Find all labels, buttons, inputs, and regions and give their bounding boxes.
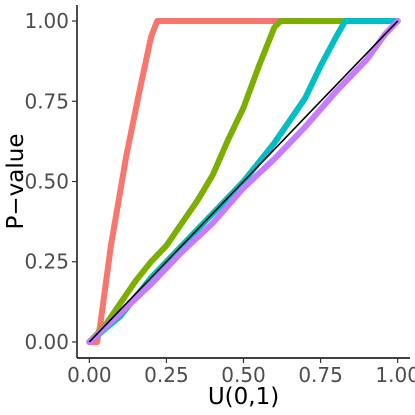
x-tick-label: 1.00 — [375, 363, 415, 387]
x-axis-title: U(0,1) — [208, 384, 279, 410]
ticks-layer: 0.00 0.25 0.50 0.75 1.00 0.00 0.25 0.50 0.75 1.00 — [24, 9, 415, 387]
x-tick-label: 0.25 — [144, 363, 189, 387]
y-tick-label: 0.50 — [24, 170, 69, 194]
y-tick-label: 0.75 — [24, 89, 69, 113]
x-tick-label: 0.50 — [221, 363, 266, 387]
y-tick-label: 1.00 — [24, 9, 69, 33]
series-2-line — [86, 18, 401, 345]
x-tick-label: 0.75 — [298, 363, 343, 387]
y-axis-title: P−value — [3, 134, 29, 230]
reference-line — [88, 20, 399, 343]
y-tick-label: 0.00 — [24, 330, 69, 354]
y-tick-label: 0.25 — [24, 250, 69, 274]
x-tick-label: 0.00 — [67, 363, 112, 387]
series-4-line — [86, 18, 401, 345]
